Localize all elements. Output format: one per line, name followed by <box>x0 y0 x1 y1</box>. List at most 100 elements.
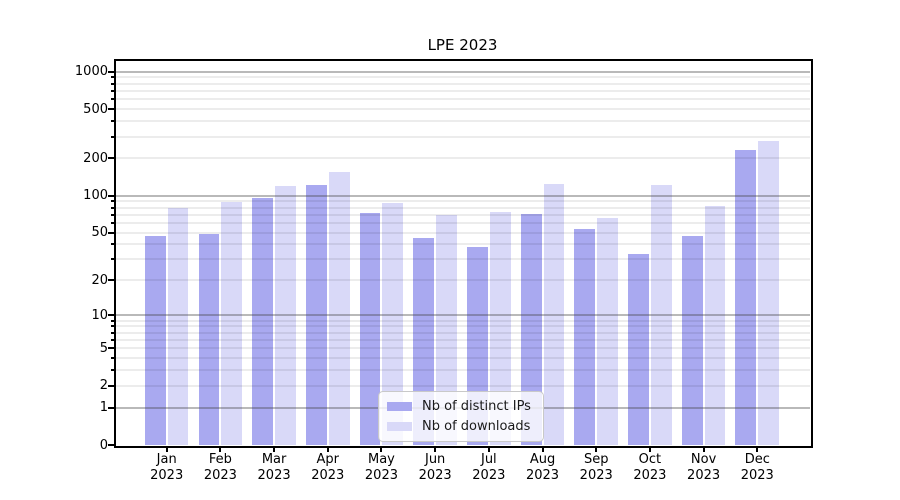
bar-downloads-dec <box>758 140 780 445</box>
bar-downloads-apr <box>328 172 350 445</box>
bar-downloads-jun <box>436 214 457 445</box>
y-minor-tick-mark <box>111 82 114 85</box>
bar-ips-jan <box>144 235 166 445</box>
minor-gridline <box>115 108 810 111</box>
y-tick-label: 100 <box>83 188 108 204</box>
major-gridline <box>115 314 810 317</box>
y-tick-mark <box>108 314 114 317</box>
x-tick-mark <box>326 447 329 452</box>
plot-area <box>115 60 810 445</box>
legend: Nb of distinct IPs Nb of downloads <box>378 391 544 442</box>
x-tick-label: Oct 2023 <box>623 452 677 484</box>
minor-gridline <box>115 347 810 350</box>
y-minor-tick-mark <box>111 120 114 123</box>
x-tick-mark <box>380 447 383 452</box>
x-tick-year: 2023 <box>633 468 667 483</box>
minor-gridline <box>115 120 810 123</box>
y-tick-mark <box>108 406 114 409</box>
x-tick-year: 2023 <box>740 468 774 483</box>
legend-swatch-downloads <box>387 421 412 431</box>
legend-label-downloads: Nb of downloads <box>422 418 531 434</box>
x-tick-year: 2023 <box>525 468 560 483</box>
minor-gridline <box>115 135 810 138</box>
x-tick-label: Jan 2023 <box>140 452 194 484</box>
y-minor-tick-mark <box>111 331 114 334</box>
minor-gridline <box>115 357 810 360</box>
x-tick-label: Nov 2023 <box>677 452 731 484</box>
y-tick-label: 20 <box>91 272 108 288</box>
bar-ips-feb <box>198 233 220 445</box>
bar-ips-mar <box>252 197 274 445</box>
y-tick-mark <box>108 70 114 73</box>
minor-gridline <box>115 279 810 282</box>
y-minor-tick-mark <box>111 108 114 111</box>
minor-gridline <box>115 369 810 372</box>
bar-downloads-jul <box>489 211 511 445</box>
x-tick-mark <box>756 447 759 452</box>
x-tick-mark <box>165 447 168 452</box>
y-tick-label: 1000 <box>74 64 108 80</box>
x-tick-year: 2023 <box>418 468 452 483</box>
minor-gridline <box>115 82 810 85</box>
y-minor-tick-mark <box>111 98 114 101</box>
y-minor-tick-mark <box>111 213 114 216</box>
y-minor-tick-mark <box>111 319 114 322</box>
x-tick-mark <box>702 447 705 452</box>
bar-ips-oct <box>628 254 649 445</box>
y-minor-tick-mark <box>111 258 114 261</box>
x-tick-mark <box>487 447 490 452</box>
y-tick-label: 200 <box>83 150 108 166</box>
y-minor-tick-mark <box>111 157 114 160</box>
y-tick-label: 1 <box>99 400 108 416</box>
x-tick-year: 2023 <box>150 468 184 483</box>
x-tick-mark <box>219 447 222 452</box>
y-minor-tick-mark <box>111 325 114 328</box>
minor-gridline <box>115 338 810 341</box>
bar-ips-dec <box>735 149 757 445</box>
y-tick-label: 500 <box>83 101 108 117</box>
x-tick-mark <box>595 447 598 452</box>
bar-downloads-oct <box>650 184 672 445</box>
x-tick-label: Feb 2023 <box>193 452 247 484</box>
minor-gridline <box>115 206 810 209</box>
minor-gridline <box>115 331 810 334</box>
x-tick-year: 2023 <box>472 468 506 483</box>
bar-ips-nov <box>681 235 703 445</box>
x-tick-label: Mar 2023 <box>247 452 301 484</box>
major-gridline <box>115 194 810 197</box>
y-minor-tick-mark <box>111 347 114 350</box>
bar-downloads-feb <box>221 202 243 445</box>
bar-ips-aug <box>520 213 542 445</box>
y-minor-tick-mark <box>111 357 114 360</box>
minor-gridline <box>115 89 810 92</box>
minor-gridline <box>115 243 810 246</box>
minor-gridline <box>115 258 810 261</box>
y-tick-label: 0 <box>99 437 108 453</box>
bar-ips-may <box>359 213 381 445</box>
x-tick-label: Jul 2023 <box>462 452 516 484</box>
x-tick-year: 2023 <box>364 468 398 483</box>
y-minor-tick-mark <box>111 231 114 234</box>
minor-gridline <box>115 200 810 203</box>
minor-gridline <box>115 231 810 234</box>
major-gridline <box>115 70 810 73</box>
y-tick-mark <box>108 444 114 446</box>
y-tick-label: 10 <box>91 307 108 323</box>
y-minor-tick-mark <box>111 369 114 372</box>
y-tick-mark <box>108 194 114 197</box>
y-minor-tick-mark <box>111 206 114 209</box>
bar-ips-apr <box>305 184 327 445</box>
bar-downloads-nov <box>704 205 726 445</box>
grid-layer <box>115 60 810 445</box>
bar-downloads-sep <box>597 217 619 445</box>
minor-gridline <box>115 76 810 79</box>
legend-item-downloads: Nb of downloads <box>387 418 534 434</box>
minor-gridline <box>115 157 810 160</box>
x-tick-year: 2023 <box>311 468 345 483</box>
x-tick-label: May 2023 <box>354 452 408 484</box>
bar-downloads-may <box>382 203 404 445</box>
minor-gridline <box>115 98 810 101</box>
y-minor-tick-mark <box>111 279 114 282</box>
x-tick-mark <box>648 447 651 452</box>
bar-downloads-aug <box>543 183 565 445</box>
